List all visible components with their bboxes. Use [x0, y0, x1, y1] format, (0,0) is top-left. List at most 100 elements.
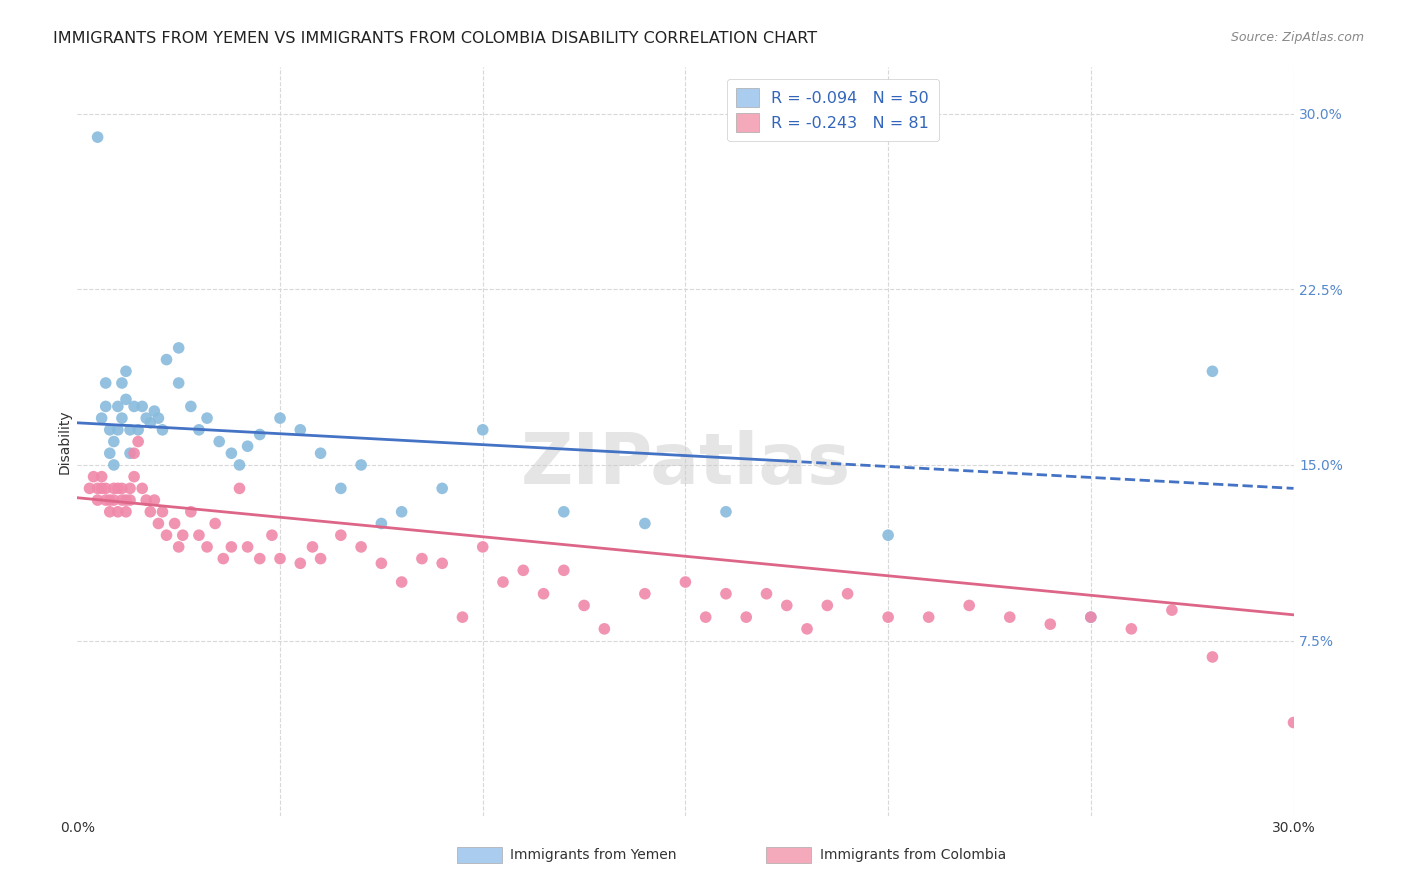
Point — [139, 416, 162, 430]
Point — [370, 516, 392, 531]
Point — [103, 481, 125, 495]
Point — [103, 434, 125, 449]
Point — [776, 599, 799, 613]
Point — [152, 423, 174, 437]
Point — [1161, 603, 1184, 617]
Point — [188, 528, 211, 542]
Point — [553, 563, 575, 577]
Point — [188, 423, 211, 437]
Point — [634, 516, 657, 531]
Point — [236, 540, 259, 554]
Point — [107, 423, 129, 437]
Point — [83, 469, 105, 483]
Text: ZIPatlas: ZIPatlas — [520, 430, 851, 499]
Point — [195, 411, 218, 425]
Point — [309, 446, 332, 460]
Point — [735, 610, 758, 624]
Point — [695, 610, 717, 624]
Point — [249, 551, 271, 566]
Point — [115, 493, 138, 508]
Point — [236, 439, 259, 453]
Point — [131, 400, 153, 414]
Point — [309, 551, 332, 566]
Point — [391, 574, 413, 589]
Point — [269, 551, 291, 566]
Point — [107, 481, 129, 495]
Point — [148, 516, 170, 531]
Point — [135, 411, 157, 425]
Point — [118, 493, 141, 508]
Point — [98, 505, 121, 519]
Point — [260, 528, 283, 542]
Text: IMMIGRANTS FROM YEMEN VS IMMIGRANTS FROM COLOMBIA DISABILITY CORRELATION CHART: IMMIGRANTS FROM YEMEN VS IMMIGRANTS FROM… — [53, 31, 817, 46]
Point — [290, 557, 312, 571]
Point — [86, 130, 108, 145]
Point — [115, 364, 138, 378]
Point — [228, 481, 250, 495]
Point — [290, 423, 312, 437]
Point — [131, 481, 153, 495]
Point — [107, 400, 129, 414]
Point — [998, 610, 1021, 624]
Point — [180, 505, 202, 519]
Point — [1080, 610, 1102, 624]
Point — [391, 505, 413, 519]
Point — [755, 587, 778, 601]
Point — [86, 493, 108, 508]
Point — [98, 423, 121, 437]
Point — [152, 505, 174, 519]
Point — [118, 481, 141, 495]
Point — [79, 481, 101, 495]
Point — [139, 505, 162, 519]
Point — [411, 551, 433, 566]
Point — [572, 599, 595, 613]
Point — [512, 563, 534, 577]
Point — [111, 481, 134, 495]
Point — [204, 516, 226, 531]
Point — [553, 505, 575, 519]
Point — [877, 610, 900, 624]
Point — [163, 516, 186, 531]
Point — [228, 458, 250, 472]
Point — [143, 493, 166, 508]
Point — [877, 528, 900, 542]
Point — [111, 411, 134, 425]
Point — [180, 400, 202, 414]
Point — [94, 481, 117, 495]
Point — [957, 599, 980, 613]
Legend: R = -0.094   N = 50, R = -0.243   N = 81: R = -0.094 N = 50, R = -0.243 N = 81 — [727, 78, 939, 141]
Point — [107, 505, 129, 519]
Y-axis label: Disability: Disability — [58, 409, 72, 474]
Point — [212, 551, 235, 566]
Point — [148, 411, 170, 425]
Point — [350, 458, 373, 472]
Point — [1282, 715, 1305, 730]
Point — [127, 434, 149, 449]
Point — [155, 352, 177, 367]
Point — [221, 540, 243, 554]
Point — [115, 392, 138, 407]
Point — [103, 493, 125, 508]
Point — [86, 481, 108, 495]
Point — [115, 505, 138, 519]
Point — [533, 587, 555, 601]
Point — [249, 427, 271, 442]
Point — [94, 376, 117, 390]
Point — [329, 481, 352, 495]
Point — [471, 540, 494, 554]
Point — [796, 622, 818, 636]
Text: Immigrants from Colombia: Immigrants from Colombia — [820, 848, 1005, 863]
Point — [350, 540, 373, 554]
Point — [90, 481, 112, 495]
Point — [370, 557, 392, 571]
Point — [593, 622, 616, 636]
Point — [634, 587, 657, 601]
Point — [837, 587, 859, 601]
Point — [714, 587, 737, 601]
Point — [111, 376, 134, 390]
Point — [208, 434, 231, 449]
Point — [675, 574, 697, 589]
Point — [103, 458, 125, 472]
Point — [135, 493, 157, 508]
Point — [172, 528, 194, 542]
